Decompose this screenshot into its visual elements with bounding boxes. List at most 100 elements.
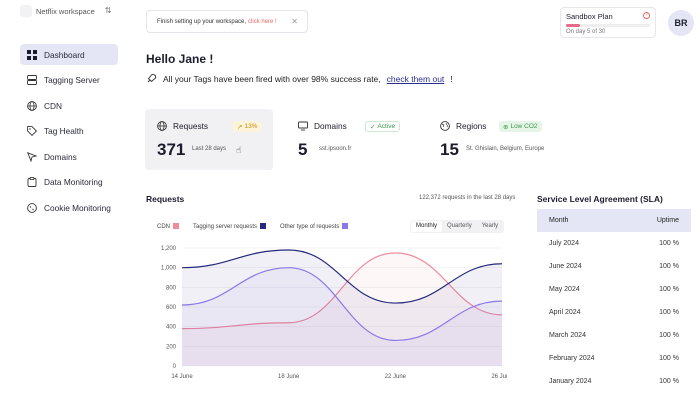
legend-swatch [260,223,267,229]
info-icon[interactable]: ? [643,12,650,19]
chevron-updown-icon: ⇅ [104,6,112,15]
stat-head: Regions [440,121,486,131]
tag-icon [27,126,37,136]
y-tick-label: 1,000 [161,266,177,272]
stat-value: 371 [157,140,186,159]
sidebar: Netflix workspace ⇅ Dashboard Tagging Se… [0,0,132,400]
table-row: May 2024 100 % [537,278,691,301]
x-tick-label: 26 June [491,374,507,380]
sidebar-item-label: Domains [44,151,77,162]
table-row: March 2024 100 % [537,324,691,347]
workspace-switcher[interactable]: Netflix workspace ⇅ [20,5,111,17]
plan-card[interactable]: Sandbox Plan ? On day 5 of 30 [560,7,656,38]
sla-uptime: 100 % [659,240,679,247]
period-quarterly[interactable]: Quarterly [447,223,472,229]
sidebar-item-dashboard[interactable]: Dashboard [20,44,118,65]
requests-stat-card[interactable]: Requests ↗ 13% 371 Last 28 days [145,109,273,170]
sla-month: January 2024 [549,378,592,385]
table-row: June 2024 100 % [537,255,691,278]
status-badge: ✓ Active [365,121,401,132]
tags-status: All your Tags have been fired with over … [146,73,453,84]
plan-title: Sandbox Plan [566,12,613,21]
badge-text: Active [377,123,396,130]
requests-summary: 122,372 requests in the last 28 days [419,195,516,201]
legend-item-tagging[interactable]: Tagging server requests [193,223,267,230]
sidebar-item-label: Tag Health [44,126,84,136]
stat-label: Requests [173,121,209,131]
legend-label: Other type of requests [280,224,340,230]
sidebar-item-cdn[interactable]: CDN [20,95,118,116]
table-row: July 2024 100 % [537,232,691,255]
sidebar-item-cookie-monitoring[interactable]: Cookie Monitoring [20,197,118,218]
x-tick-label: 18 June [278,374,300,380]
tags-status-text: All your Tags have been fired with over … [163,73,381,84]
rocket-icon [147,73,157,83]
stat-head: Requests [157,121,208,131]
sla-title: Service Level Agreement (SLA) [537,194,663,204]
series-area-2 [182,267,502,366]
series-line-0[interactable] [181,252,503,330]
cookie-icon [27,202,37,213]
stat-label: Regions [456,121,487,131]
regions-stat-card[interactable]: Regions ⊕ Low CO2 15 St. Ghislain, Belgiu… [428,109,550,170]
sla-uptime: 100 % [659,286,679,293]
series-line-1[interactable] [181,249,503,304]
plan-progress-bar [566,24,650,27]
sidebar-item-tag-health[interactable]: Tag Health [20,121,118,142]
y-tick-label: 400 [166,325,177,331]
requests-chart: 0 200 400 600 800 1,000 1,200 14 June 18 June 22 … [161,246,507,380]
check-tags-link[interactable]: check them out [386,73,445,84]
setup-banner: Finish setting up your workspace, click … [146,10,308,33]
check-icon: ✓ [370,123,376,131]
sla-header-uptime: Uptime [656,217,679,224]
clipboard-icon [27,177,37,187]
y-tick-label: 600 [166,305,177,311]
banner-text: Finish setting up your workspace, [157,18,247,25]
y-tick-label: 1,200 [161,246,177,252]
plan-days: On day 5 of 30 [566,29,606,35]
sla-month: May 2024 [549,286,580,293]
banner-link[interactable]: click here ! [248,18,277,25]
badge-text: Low CO2 [510,123,538,130]
globe-icon [157,121,167,131]
stat-label: Domains [314,121,347,131]
dashboard-icon [27,49,37,60]
close-icon[interactable]: ✕ [291,17,298,26]
legend-label: CDN [157,224,170,230]
series-area-0 [182,252,502,366]
sidebar-item-label: Tagging Server [44,75,100,85]
sidebar-item-domains[interactable]: Domains [20,146,118,167]
domains-stat-card[interactable]: Domains ✓ Active 5 sst.ipsoon.fr [290,109,408,170]
series-area-1 [182,249,502,366]
sidebar-item-data-monitoring[interactable]: Data Monitoring [20,172,118,193]
monitor-icon [298,121,308,131]
sla-uptime: 100 % [659,378,679,385]
sla-uptime: 100 % [659,332,679,339]
sla-month: March 2024 [549,332,586,339]
period-yearly[interactable]: Yearly [481,223,499,229]
workspace-name: Netflix workspace [36,6,95,16]
workspace-logo [20,5,32,17]
sidebar-item-label: Dashboard [44,49,85,60]
globe-icon [440,121,450,131]
period-monthly[interactable]: Monthly [411,221,443,232]
y-tick-label: 800 [166,285,177,291]
legend-swatch [342,223,349,229]
sla-month: April 2024 [549,309,581,316]
y-tick-label: 0 [173,364,177,370]
sidebar-item-tagging-server[interactable]: Tagging Server [20,70,118,91]
stat-sub: St. Ghislain, Belgium, Europe [466,146,545,152]
legend-label: Tagging server requests [193,224,258,230]
series-line-2[interactable] [181,267,503,342]
sla-month: February 2024 [549,355,595,362]
legend-item-other[interactable]: Other type of requests [280,223,349,230]
legend-swatch [173,223,179,229]
page-title: Hello Jane ! [146,52,214,66]
sla-month: July 2024 [549,240,579,247]
legend-item-cdn[interactable]: CDN [157,223,179,230]
y-tick-label: 200 [166,344,177,350]
sla-uptime: 100 % [659,263,679,270]
sla-header-month: Month [549,217,569,224]
table-row: February 2024 100 % [537,347,691,370]
avatar[interactable]: BR [668,10,694,36]
